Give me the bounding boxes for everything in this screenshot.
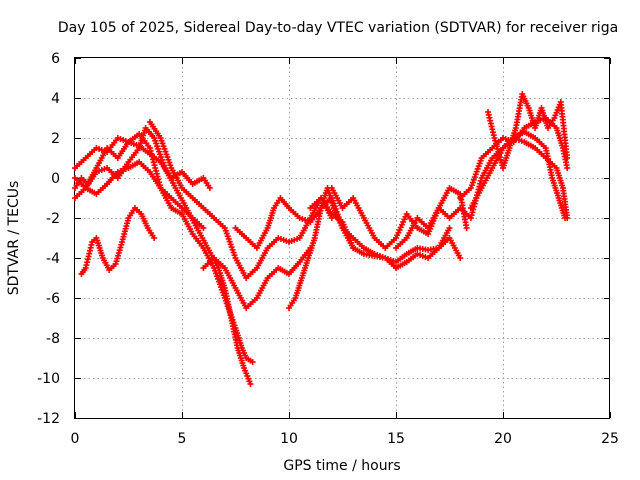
y-tick-label: -6 — [46, 291, 60, 307]
series-arc-o — [467, 129, 569, 221]
x-tick-label: 10 — [280, 431, 298, 447]
y-tick-label: -4 — [46, 251, 60, 267]
y-axis-label: SDTVAR / TECUs — [6, 181, 22, 296]
series-arc-n — [485, 91, 571, 171]
x-tick-labels: 0 5 10 15 20 25 — [71, 431, 619, 447]
y-tick-label: 4 — [51, 91, 60, 107]
x-tick-label: 20 — [494, 431, 512, 447]
x-axis-label: GPS time / hours — [283, 458, 400, 474]
series-group — [72, 91, 571, 387]
y-tick-labels: 6 4 2 0 -2 -4 -6 -8 -10 -12 — [37, 51, 60, 427]
y-tick-label: 0 — [51, 171, 60, 187]
plot-frame — [74, 57, 610, 419]
ticks — [75, 58, 611, 419]
y-tick-label: 6 — [51, 51, 60, 67]
grid — [75, 58, 610, 418]
x-tick-label: 0 — [71, 431, 80, 447]
chart-title: Day 105 of 2025, Sidereal Day-to-day VTE… — [58, 20, 618, 36]
y-tick-label: -10 — [37, 371, 60, 387]
series-arc-g — [200, 245, 314, 311]
y-tick-label: -2 — [46, 211, 60, 227]
x-tick-label: 15 — [387, 431, 405, 447]
x-tick-label: 5 — [178, 431, 187, 447]
series-arc-j — [307, 195, 453, 271]
series-arc-d — [78, 205, 158, 277]
y-tick-label: -12 — [37, 411, 60, 427]
y-tick-label: 2 — [51, 131, 60, 147]
x-tick-label: 25 — [601, 431, 619, 447]
y-tick-label: -8 — [46, 331, 60, 347]
series-arc-c — [72, 159, 207, 231]
series-arc-e — [72, 135, 213, 191]
